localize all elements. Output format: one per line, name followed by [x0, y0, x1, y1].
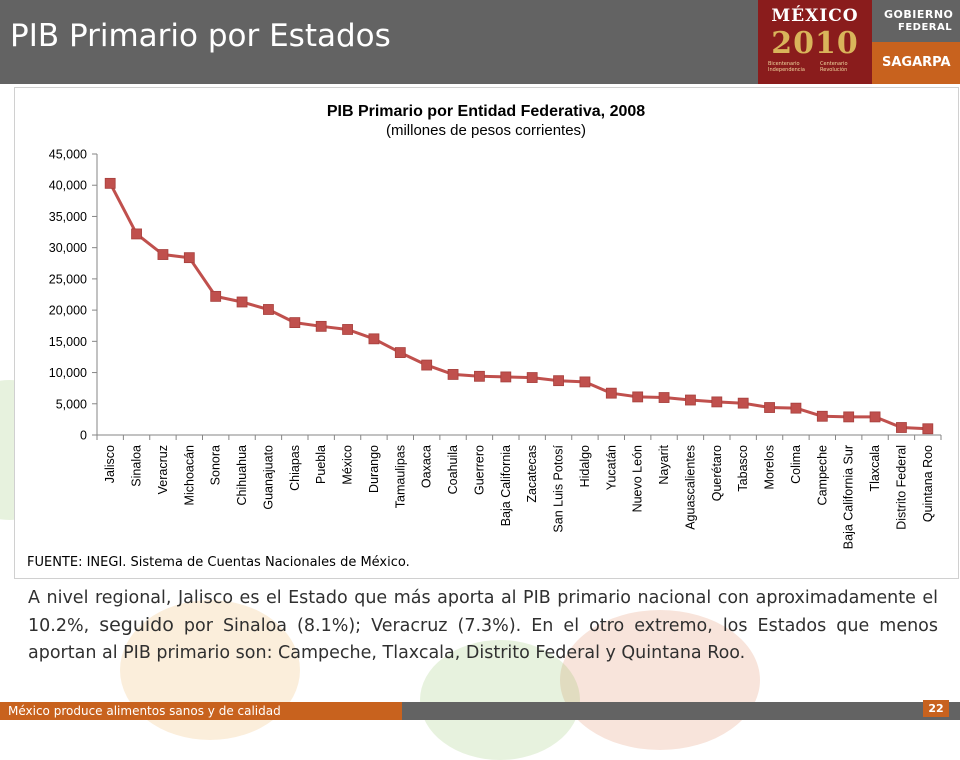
- x-tick-label: Chihuahua: [235, 445, 249, 506]
- x-tick-label: Aguascalientes: [683, 445, 697, 530]
- x-tick-label: Tlaxcala: [868, 445, 882, 492]
- data-point: [289, 317, 301, 329]
- y-tick-label: 30,000: [49, 241, 87, 255]
- data-point: [737, 397, 749, 409]
- page-number: 22: [923, 700, 949, 717]
- mexico-2010-logo: MÉXICO 2010 Bicentenario Independencia C…: [758, 0, 872, 84]
- data-point: [764, 402, 775, 413]
- footer-slogan: México produce alimentos sanos y de cali…: [0, 702, 402, 720]
- body-text-part3: por Sinaloa (8.1%); Veracruz (7.3%). En …: [28, 616, 939, 663]
- data-point: [869, 411, 881, 423]
- data-point: [315, 320, 327, 332]
- x-tick-label: Oaxaca: [420, 445, 434, 488]
- body-text-emphasis: seguido: [99, 614, 174, 636]
- data-point: [236, 296, 248, 308]
- x-tick-label: Sinaloa: [130, 445, 144, 487]
- y-tick-label: 40,000: [49, 179, 87, 193]
- data-point: [263, 304, 274, 315]
- data-point: [896, 422, 907, 433]
- x-tick-label: Hidalgo: [578, 445, 592, 487]
- x-tick-label: Nayarit: [657, 444, 671, 484]
- chart-subtitle: (millones de pesos corrientes): [386, 122, 586, 139]
- data-point: [711, 396, 723, 408]
- x-tick-label: Coahuila: [446, 445, 460, 494]
- x-tick-label: Baja California Sur: [842, 445, 856, 549]
- data-point: [922, 423, 934, 435]
- data-point: [500, 371, 512, 383]
- x-tick-label: Guerrero: [472, 445, 486, 495]
- logo-mexico-text: MÉXICO: [771, 6, 859, 26]
- data-point: [131, 228, 142, 240]
- data-point: [104, 177, 116, 189]
- footer-text: México produce alimentos sanos y de cali…: [8, 704, 281, 718]
- body-paragraph: A nivel regional, Jalisco es el Estado q…: [28, 585, 938, 667]
- logo-year-text: 2010: [771, 26, 859, 61]
- x-tick-label: Veracruz: [156, 445, 170, 494]
- data-point: [658, 392, 670, 403]
- data-point: [368, 333, 380, 345]
- x-tick-label: Distrito Federal: [894, 445, 908, 530]
- x-tick-label: Quintana Roo: [921, 445, 935, 522]
- y-tick-label: 20,000: [49, 304, 87, 318]
- x-tick-label: Chiapas: [288, 445, 302, 491]
- series-line: [108, 182, 928, 431]
- slide-header: PIB Primario por Estados: [0, 0, 758, 84]
- gobierno-federal-logo: GOBIERNO FEDERAL: [872, 0, 960, 42]
- data-point: [526, 372, 538, 383]
- data-point: [421, 359, 433, 371]
- data-point: [790, 402, 802, 414]
- sagarpa-logo: SAGARPA: [872, 42, 960, 84]
- data-point: [685, 394, 696, 406]
- data-point: [553, 375, 564, 387]
- x-tick-label: Querétaro: [710, 445, 724, 501]
- slide-title: PIB Primario por Estados: [10, 18, 391, 54]
- y-tick-label: 15,000: [49, 335, 87, 349]
- x-tick-label: Guanajuato: [261, 445, 275, 510]
- data-point: [157, 249, 169, 260]
- logo-bicentenario-text: Bicentenario Independencia: [768, 61, 805, 73]
- x-tick-label: Michoacán: [182, 445, 196, 505]
- x-tick-label: Yucatán: [604, 445, 618, 490]
- y-tick-label: 35,000: [49, 210, 87, 224]
- data-point: [474, 370, 485, 382]
- x-tick-label: Campeche: [815, 445, 829, 505]
- data-point: [632, 391, 644, 403]
- x-tick-label: Durango: [367, 445, 381, 493]
- y-tick-label: 5,000: [56, 397, 87, 411]
- x-tick-label: Nuevo León: [631, 445, 645, 512]
- x-tick-label: México: [341, 445, 355, 485]
- logo-centenario-text: Centenario Revolución: [820, 61, 848, 73]
- y-tick-label: 10,000: [49, 366, 87, 380]
- data-point: [579, 376, 591, 388]
- chart-container: PIB Primario por Entidad Federativa, 200…: [14, 87, 959, 579]
- data-point: [843, 411, 855, 423]
- x-tick-label: Morelos: [763, 445, 777, 489]
- y-tick-label: 45,000: [49, 148, 87, 162]
- data-point: [447, 369, 459, 380]
- logo-sagarpa-text: SAGARPA: [882, 55, 951, 70]
- data-point: [816, 410, 828, 422]
- logo-gobierno-text: GOBIERNO: [884, 8, 954, 21]
- data-point: [342, 324, 353, 335]
- x-tick-label: San Luis Potosí: [552, 444, 566, 532]
- x-tick-label: Sonora: [209, 445, 223, 485]
- x-tick-label: Baja California: [499, 445, 513, 526]
- x-tick-label: Tamaulipas: [393, 445, 407, 508]
- x-tick-label: Jalisco: [103, 445, 117, 483]
- x-tick-label: Colima: [789, 445, 803, 484]
- y-tick-label: 25,000: [49, 272, 87, 286]
- chart-title: PIB Primario por Entidad Federativa, 200…: [327, 103, 645, 120]
- line-chart: PIB Primario por Entidad Federativa, 200…: [27, 103, 942, 570]
- data-point: [605, 387, 617, 399]
- x-tick-label: Puebla: [314, 445, 328, 484]
- data-point: [210, 290, 222, 302]
- chart-source-note: FUENTE: INEGI. Sistema de Cuentas Nacion…: [27, 555, 410, 570]
- logo-federal-text: FEDERAL: [898, 22, 953, 33]
- x-tick-label: Tabasco: [736, 445, 750, 492]
- body-text-part1: A nivel regional, Jalisco es el Estado q…: [28, 588, 938, 636]
- data-point: [183, 252, 195, 264]
- data-point: [394, 347, 406, 358]
- x-tick-label: Zacatecas: [525, 445, 539, 503]
- y-tick-label: 0: [80, 429, 87, 443]
